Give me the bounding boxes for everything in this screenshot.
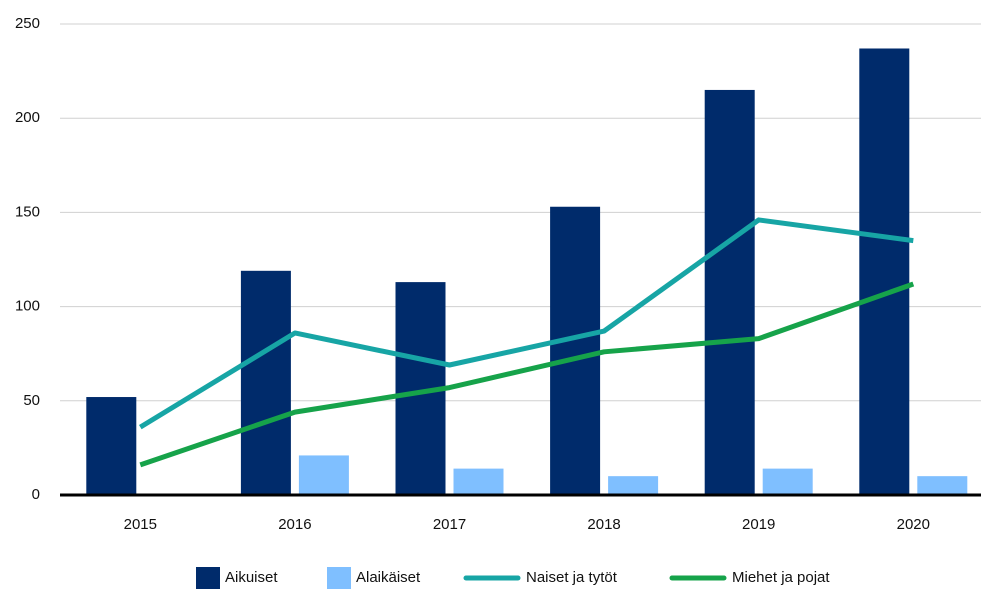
x-tick-label: 2017 — [433, 516, 466, 533]
bar — [762, 468, 813, 495]
bar — [608, 476, 659, 495]
legend-label: Alaikäiset — [356, 569, 421, 586]
y-tick-label: 100 — [15, 298, 40, 315]
bar — [859, 48, 910, 495]
y-tick-label: 0 — [32, 486, 40, 503]
legend-swatch — [327, 567, 351, 589]
x-tick-label: 2019 — [742, 516, 775, 533]
bar — [240, 270, 291, 495]
y-tick-label: 250 — [15, 15, 40, 32]
bar — [298, 455, 349, 495]
bar — [453, 468, 504, 495]
legend-swatch — [196, 567, 220, 589]
legend-label: Miehet ja pojat — [732, 569, 830, 586]
y-tick-label: 50 — [23, 392, 40, 409]
bar — [917, 476, 968, 495]
x-tick-label: 2016 — [278, 516, 311, 533]
x-tick-label: 2015 — [124, 516, 157, 533]
bar — [550, 206, 601, 496]
line-series — [138, 217, 914, 430]
line-series — [139, 281, 915, 468]
bar — [704, 89, 755, 495]
y-tick-label: 200 — [15, 109, 40, 126]
x-tick-label: 2020 — [897, 516, 930, 533]
y-tick-label: 150 — [15, 203, 40, 220]
bar — [86, 397, 137, 495]
x-tick-label: 2018 — [587, 516, 620, 533]
legend-label: Naiset ja tytöt — [526, 569, 618, 586]
legend-label: Aikuiset — [225, 569, 278, 586]
